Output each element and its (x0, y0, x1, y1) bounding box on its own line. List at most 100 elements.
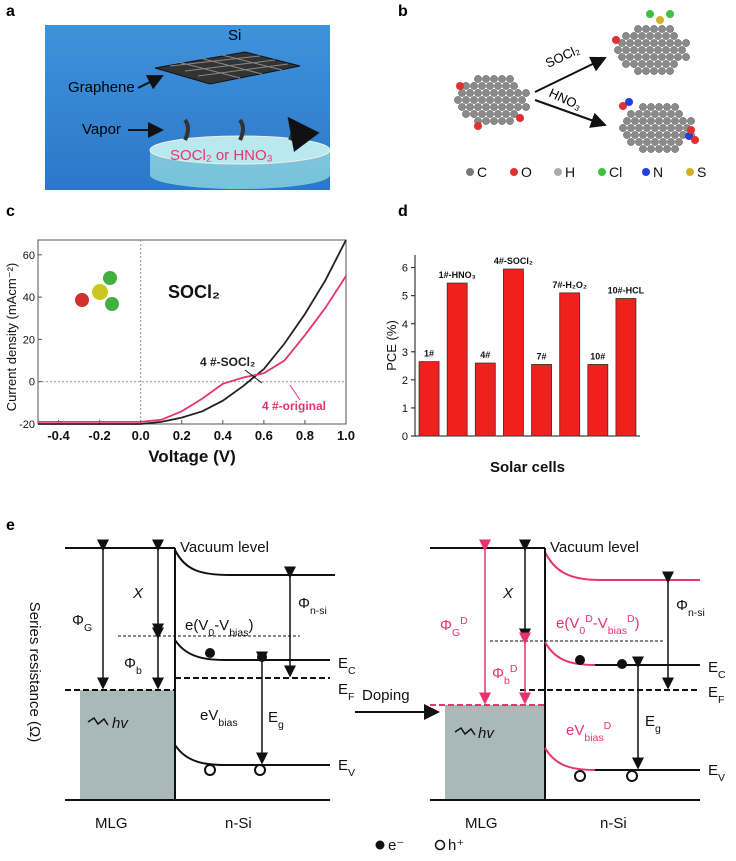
level (174, 549, 335, 576)
atom (662, 60, 670, 68)
atom (482, 89, 490, 97)
atom (639, 103, 647, 111)
electron (575, 655, 585, 665)
label: HNO₃ (547, 85, 584, 113)
text-part: D (510, 663, 518, 675)
atom (663, 131, 671, 139)
series-label: 4 #-SOCl₂ (200, 355, 255, 369)
atom (490, 103, 498, 111)
legend-symbol (686, 168, 694, 176)
panel-label: b (398, 3, 408, 20)
atom (670, 46, 678, 54)
atom (522, 103, 530, 111)
label: X (132, 585, 144, 602)
atom (498, 117, 506, 125)
label: Φn-si (676, 597, 705, 619)
atom (655, 145, 663, 153)
label: EC (708, 659, 726, 681)
label: SOCl₂ or HNO₃ (170, 147, 273, 164)
atom (691, 136, 699, 144)
y-tick-label: 5 (402, 291, 408, 303)
label: Eg (268, 709, 284, 731)
conduction-band (544, 641, 596, 666)
label: Vacuum level (180, 539, 269, 556)
atom (498, 75, 506, 83)
y-tick-label: 2 (402, 375, 408, 387)
atom (482, 117, 490, 125)
atom (647, 117, 655, 125)
atom (670, 32, 678, 40)
atom (514, 103, 522, 111)
atom (506, 75, 514, 83)
panel-label: d (398, 203, 408, 220)
atom (626, 53, 634, 61)
y-tick-label: 0 (29, 377, 35, 389)
atom (663, 117, 671, 125)
level (544, 551, 700, 581)
atom (654, 32, 662, 40)
text-part: eV (566, 722, 584, 739)
atom (671, 145, 679, 153)
atom (634, 25, 642, 33)
x-tick-label: 0.6 (255, 428, 273, 443)
atom (92, 284, 108, 300)
text-part: Φ (440, 617, 452, 634)
atom (643, 124, 651, 132)
label: Si (228, 27, 241, 44)
panel-label: a (6, 3, 15, 20)
atom (654, 60, 662, 68)
atom (502, 96, 510, 104)
atom (490, 75, 498, 83)
atom (671, 131, 679, 139)
text-part: e(V (185, 617, 208, 634)
atom (474, 122, 482, 130)
atom (642, 67, 650, 75)
label: MLG (95, 815, 128, 832)
atom (675, 138, 683, 146)
legend-symbol (466, 168, 474, 176)
text-part: V (348, 767, 355, 779)
atom (639, 131, 647, 139)
label: Φb (124, 655, 142, 677)
legend-symbol (510, 168, 518, 176)
atom (647, 131, 655, 139)
label: e(V0-Vbias) (185, 617, 253, 639)
atom (458, 89, 466, 97)
x-tick-label: -0.4 (47, 428, 70, 443)
atom (470, 82, 478, 90)
text-part: Φ (298, 595, 310, 612)
atom (627, 138, 635, 146)
y-tick-label: 20 (23, 334, 35, 346)
atom (682, 53, 690, 61)
atom (470, 96, 478, 104)
legend-label: e⁻ (388, 837, 404, 854)
atom (635, 110, 643, 118)
label: EC (338, 655, 356, 677)
bar (531, 364, 552, 437)
label: EV (338, 757, 355, 779)
text-part: F (718, 694, 724, 706)
valence-band (174, 744, 330, 766)
text-part: b (136, 665, 142, 677)
atom (643, 138, 651, 146)
legend-label: O (521, 164, 532, 180)
atom (639, 117, 647, 125)
label: n-Si (225, 815, 252, 832)
atom (474, 103, 482, 111)
text-part: eV (200, 707, 218, 724)
atom (634, 39, 642, 47)
label: MLG (465, 815, 498, 832)
atom (462, 96, 470, 104)
mlg-block (80, 690, 175, 800)
label: SOCl₂ (543, 42, 582, 71)
atom (674, 53, 682, 61)
atom (627, 110, 635, 118)
atom (510, 110, 518, 118)
atom (678, 46, 686, 54)
atom (666, 10, 674, 18)
atom (498, 89, 506, 97)
legend-symbol (554, 168, 562, 176)
text-part: Φ (72, 612, 84, 629)
atom (627, 124, 635, 132)
atom (658, 25, 666, 33)
